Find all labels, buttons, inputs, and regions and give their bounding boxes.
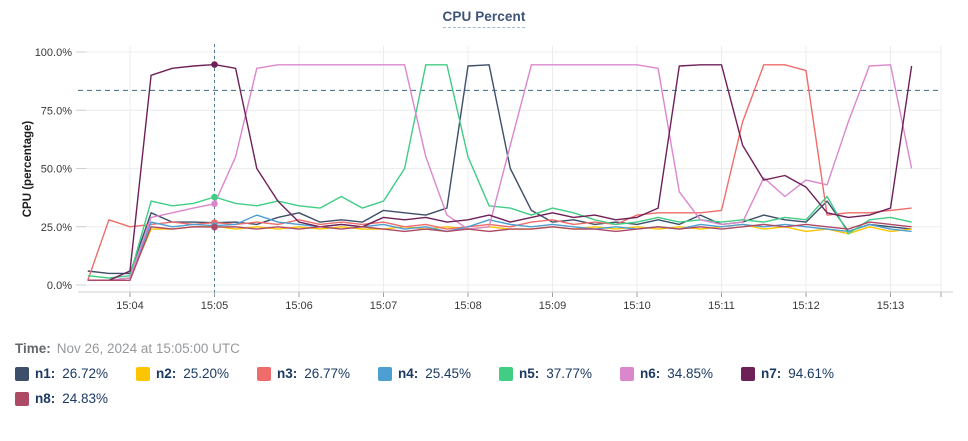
legend-swatch bbox=[499, 366, 513, 381]
series-line-n7[interactable] bbox=[87, 63, 913, 281]
y-tick-label: 0.0% bbox=[47, 280, 72, 292]
legend-series-value: 25.45% bbox=[425, 366, 472, 381]
legend-item-n6[interactable]: n6: 34.85% bbox=[620, 366, 741, 381]
x-tick-label: 15:12 bbox=[792, 300, 820, 312]
series-line-n5[interactable] bbox=[87, 64, 912, 279]
legend-swatch bbox=[257, 366, 271, 381]
legend-series-name: n3: bbox=[277, 366, 298, 381]
legend: n1: 26.72% n2: 25.20% n3: 26.77% n4: 25.45% n5: 3… bbox=[15, 366, 959, 406]
legend-series-name: n1: bbox=[35, 366, 56, 381]
legend-swatch bbox=[15, 391, 29, 406]
y-tick-label: 50.0% bbox=[41, 164, 72, 176]
x-tick-label: 15:11 bbox=[708, 300, 735, 312]
crosshair-marker-n8 bbox=[211, 223, 218, 231]
legend-swatch bbox=[741, 366, 755, 381]
legend-swatch bbox=[15, 366, 29, 381]
x-tick-label: 15:04 bbox=[116, 300, 144, 312]
legend-swatch bbox=[620, 366, 634, 381]
y-tick-label: 25.0% bbox=[41, 222, 72, 234]
legend-item-n4[interactable]: n4: 25.45% bbox=[378, 366, 499, 381]
legend-series-value: 34.85% bbox=[667, 366, 714, 381]
legend-series-value: 26.72% bbox=[62, 366, 109, 381]
y-tick-label: 100.0% bbox=[35, 47, 73, 59]
x-tick-label: 15:10 bbox=[623, 300, 651, 312]
crosshair-time-row: Time: Nov 26, 2024 at 15:05:00 UTC bbox=[15, 341, 240, 356]
legend-item-n3[interactable]: n3: 26.77% bbox=[257, 366, 378, 381]
crosshair-marker-n7 bbox=[211, 61, 218, 68]
legend-series-value: 25.20% bbox=[183, 366, 230, 381]
legend-series-name: n6: bbox=[640, 366, 661, 381]
legend-swatch bbox=[136, 366, 150, 381]
legend-series-value: 94.61% bbox=[788, 366, 835, 381]
legend-series-name: n4: bbox=[398, 366, 419, 381]
x-tick-label: 15:06 bbox=[285, 300, 313, 312]
y-axis-title: CPU (percentage) bbox=[22, 121, 34, 218]
chart-header: CPU Percent bbox=[0, 8, 968, 28]
y-tick-label: 75.0% bbox=[41, 105, 72, 117]
legend-item-n8[interactable]: n8: 24.83% bbox=[15, 391, 136, 406]
legend-item-n5[interactable]: n5: 37.77% bbox=[499, 366, 620, 381]
legend-series-name: n7: bbox=[761, 366, 782, 381]
x-tick-label: 15:08 bbox=[454, 300, 482, 312]
legend-series-name: n5: bbox=[519, 366, 540, 381]
legend-series-name: n2: bbox=[156, 366, 177, 381]
crosshair-marker-n6 bbox=[211, 200, 218, 208]
crosshair-marker-n5 bbox=[211, 193, 218, 201]
series-line-n6[interactable] bbox=[87, 64, 913, 281]
series-line-n2[interactable] bbox=[87, 223, 912, 281]
legend-series-name: n8: bbox=[35, 391, 56, 406]
legend-series-value: 37.77% bbox=[546, 366, 593, 381]
legend-item-n1[interactable]: n1: 26.72% bbox=[15, 366, 136, 381]
time-label: Time: bbox=[15, 341, 51, 356]
legend-item-n7[interactable]: n7: 94.61% bbox=[741, 366, 862, 381]
x-tick-label: 15:05 bbox=[201, 300, 229, 312]
legend-swatch bbox=[378, 366, 392, 381]
time-value: Nov 26, 2024 at 15:05:00 UTC bbox=[56, 341, 240, 356]
legend-series-value: 24.83% bbox=[62, 391, 109, 406]
x-tick-label: 15:13 bbox=[877, 300, 905, 312]
series-line-n3[interactable] bbox=[87, 64, 912, 281]
series-line-n1[interactable] bbox=[87, 64, 912, 275]
x-tick-label: 15:09 bbox=[539, 300, 567, 312]
chart-title[interactable]: CPU Percent bbox=[442, 9, 526, 28]
legend-series-value: 26.77% bbox=[304, 366, 351, 381]
x-tick-label: 15:07 bbox=[370, 300, 398, 312]
legend-item-n2[interactable]: n2: 25.20% bbox=[136, 366, 257, 381]
series-line-n8[interactable] bbox=[87, 221, 912, 281]
